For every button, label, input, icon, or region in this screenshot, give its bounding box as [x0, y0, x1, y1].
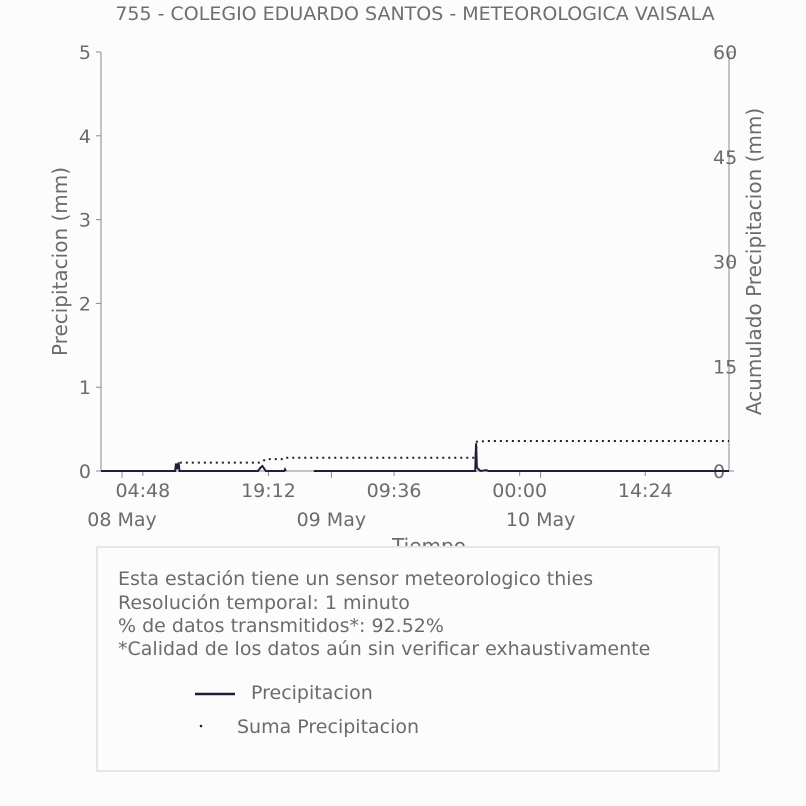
legend-dot-symbol [199, 724, 203, 728]
x-tick-label: 14:24 [618, 480, 673, 502]
date-tick-label: 10 May [506, 509, 576, 531]
y-tick-label: 2 [79, 293, 91, 315]
y2-tick-label: 15 [713, 356, 737, 378]
precipitacion-line-segment-2 [313, 443, 729, 473]
info-box: Esta estación tiene un sensor meteorolog… [96, 546, 720, 772]
x-tick-label: 09:36 [367, 480, 422, 502]
date-tick-label: 08 May [87, 509, 157, 531]
y-tick-label: 3 [79, 210, 91, 232]
info-line-quality: *Calidad de los datos aún sin verificar … [118, 638, 651, 660]
legend-line-symbol [195, 692, 235, 696]
y-tick-label: 5 [79, 42, 91, 64]
y-tick-label: 1 [79, 377, 91, 399]
chart-title: 755 - COLEGIO EDUARDO SANTOS - METEOROLO… [115, 3, 715, 25]
y-tick-label: 0 [79, 461, 91, 483]
x-tick-label: 19:12 [241, 480, 296, 502]
y-tick-label: 4 [79, 126, 91, 148]
legend-label-precipitacion: Precipitacion [251, 682, 373, 704]
y2-tick-label: 60 [713, 42, 737, 64]
y2-tick-label: 45 [713, 147, 737, 169]
info-line-transmitted: % de datos transmitidos*: 92.52% [118, 615, 444, 637]
precipitacion-line-segment-1 [101, 462, 287, 472]
legend-label-suma: Suma Precipitacion [237, 716, 420, 738]
y2-tick-label: 30 [713, 252, 737, 274]
y2-axis-label: Acumulado Precipitacion (mm) [742, 108, 766, 415]
suma-precipitacion-line [101, 440, 729, 472]
info-line-resolution: Resolución temporal: 1 minuto [118, 592, 410, 614]
chart-series [101, 440, 729, 473]
x-tick-label: 00:00 [492, 480, 547, 502]
x-tick-label: 04:48 [115, 480, 170, 502]
date-tick-label: 09 May [297, 509, 367, 531]
y-axis-label: Precipitacion (mm) [48, 167, 72, 356]
info-line-sensor: Esta estación tiene un sensor meteorolog… [118, 568, 594, 590]
